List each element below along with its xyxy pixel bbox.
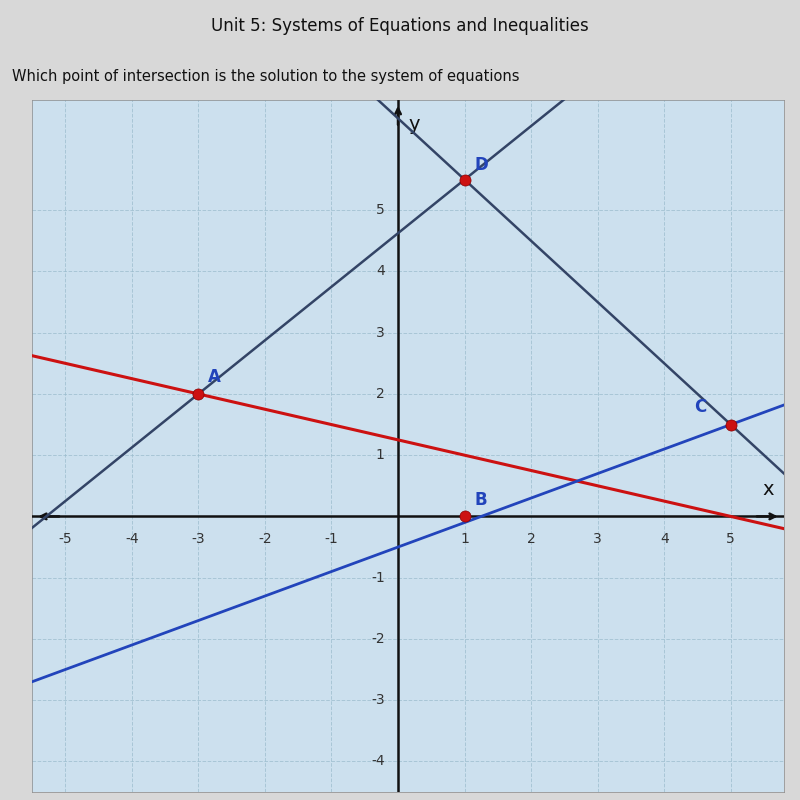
Text: 4: 4 xyxy=(660,532,669,546)
Text: 4: 4 xyxy=(376,265,385,278)
Text: -1: -1 xyxy=(325,532,338,546)
Text: C: C xyxy=(694,398,706,416)
Text: Which point of intersection is the solution to the system of equations: Which point of intersection is the solut… xyxy=(12,69,519,83)
Text: y: y xyxy=(409,115,421,134)
Text: 1: 1 xyxy=(460,532,469,546)
Text: 2: 2 xyxy=(526,532,535,546)
Text: A: A xyxy=(208,368,222,386)
Text: -2: -2 xyxy=(258,532,272,546)
Text: -5: -5 xyxy=(58,532,72,546)
Text: -3: -3 xyxy=(371,693,385,707)
Text: 1: 1 xyxy=(376,448,385,462)
Text: B: B xyxy=(474,491,487,510)
Text: 3: 3 xyxy=(376,326,385,340)
Text: 3: 3 xyxy=(594,532,602,546)
Text: x: x xyxy=(762,480,774,499)
Text: 5: 5 xyxy=(726,532,735,546)
Text: -2: -2 xyxy=(371,632,385,646)
Text: -4: -4 xyxy=(125,532,138,546)
Text: -1: -1 xyxy=(371,570,385,585)
Text: 2: 2 xyxy=(376,387,385,401)
Text: Unit 5: Systems of Equations and Inequalities: Unit 5: Systems of Equations and Inequal… xyxy=(211,17,589,35)
Text: D: D xyxy=(474,157,488,174)
Text: -3: -3 xyxy=(191,532,205,546)
Text: -4: -4 xyxy=(371,754,385,768)
Text: 5: 5 xyxy=(376,203,385,218)
